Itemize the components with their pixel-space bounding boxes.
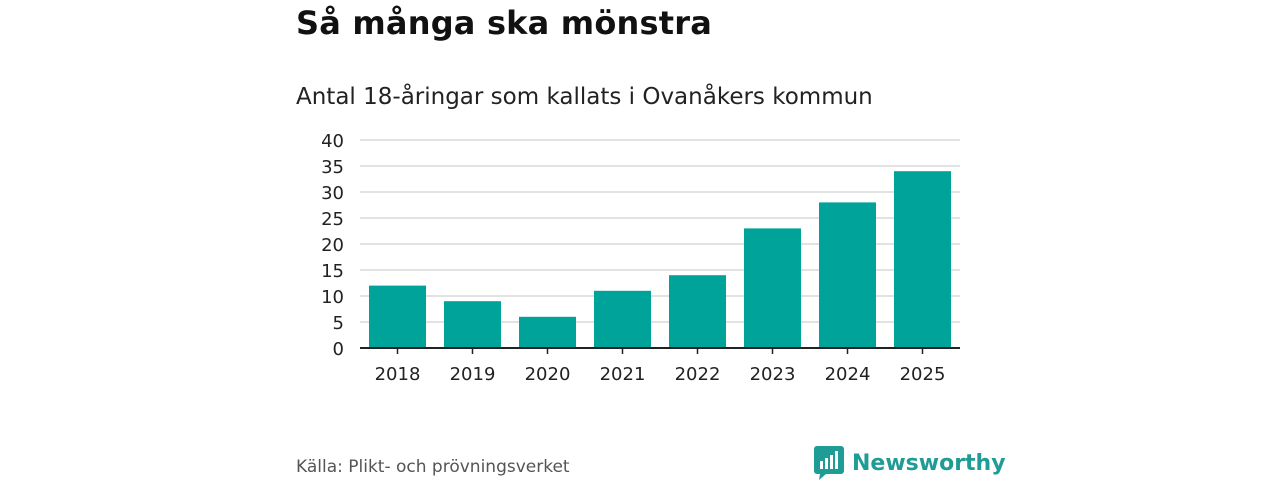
- x-axis-ticks: 2018 2019 2020 2021 2022 2023 2024 2025: [375, 348, 946, 385]
- y-tick-label: 10: [321, 287, 344, 308]
- x-tick-label: 2020: [525, 364, 571, 385]
- bar-2019: [444, 301, 501, 348]
- chart-title: Så många ska mönstra: [296, 4, 713, 42]
- brand-name: Newsworthy: [852, 450, 1006, 476]
- newsworthy-logo-icon: [814, 446, 844, 480]
- y-tick-label: 20: [321, 235, 344, 256]
- bar-2023: [744, 228, 801, 348]
- bar-2024: [819, 202, 876, 348]
- bar-2018: [369, 285, 426, 348]
- source-note: Källa: Plikt- och prövningsverket: [296, 457, 570, 477]
- y-tick-label: 40: [321, 131, 344, 152]
- bar-2025: [894, 171, 951, 348]
- bar-2021: [594, 290, 651, 348]
- x-tick-label: 2018: [375, 364, 421, 385]
- chart-subtitle: Antal 18-åringar som kallats i Ovanåkers…: [296, 84, 873, 110]
- brand-logo: Newsworthy: [814, 446, 1006, 480]
- bars: [369, 171, 951, 348]
- x-tick-label: 2021: [600, 364, 646, 385]
- bar-2022: [669, 275, 726, 348]
- y-tick-label: 0: [333, 339, 344, 360]
- x-tick-label: 2023: [750, 364, 796, 385]
- y-axis-ticks: 0 5 10 15 20 25 30 35 40: [321, 131, 344, 360]
- y-tick-label: 15: [321, 261, 344, 282]
- bar-2020: [519, 316, 576, 348]
- y-tick-label: 35: [321, 157, 344, 178]
- x-tick-label: 2019: [450, 364, 496, 385]
- y-tick-label: 25: [321, 209, 344, 230]
- x-tick-label: 2025: [900, 364, 946, 385]
- x-tick-label: 2022: [675, 364, 721, 385]
- y-tick-label: 5: [333, 313, 344, 334]
- x-tick-label: 2024: [825, 364, 871, 385]
- y-tick-label: 30: [321, 183, 344, 204]
